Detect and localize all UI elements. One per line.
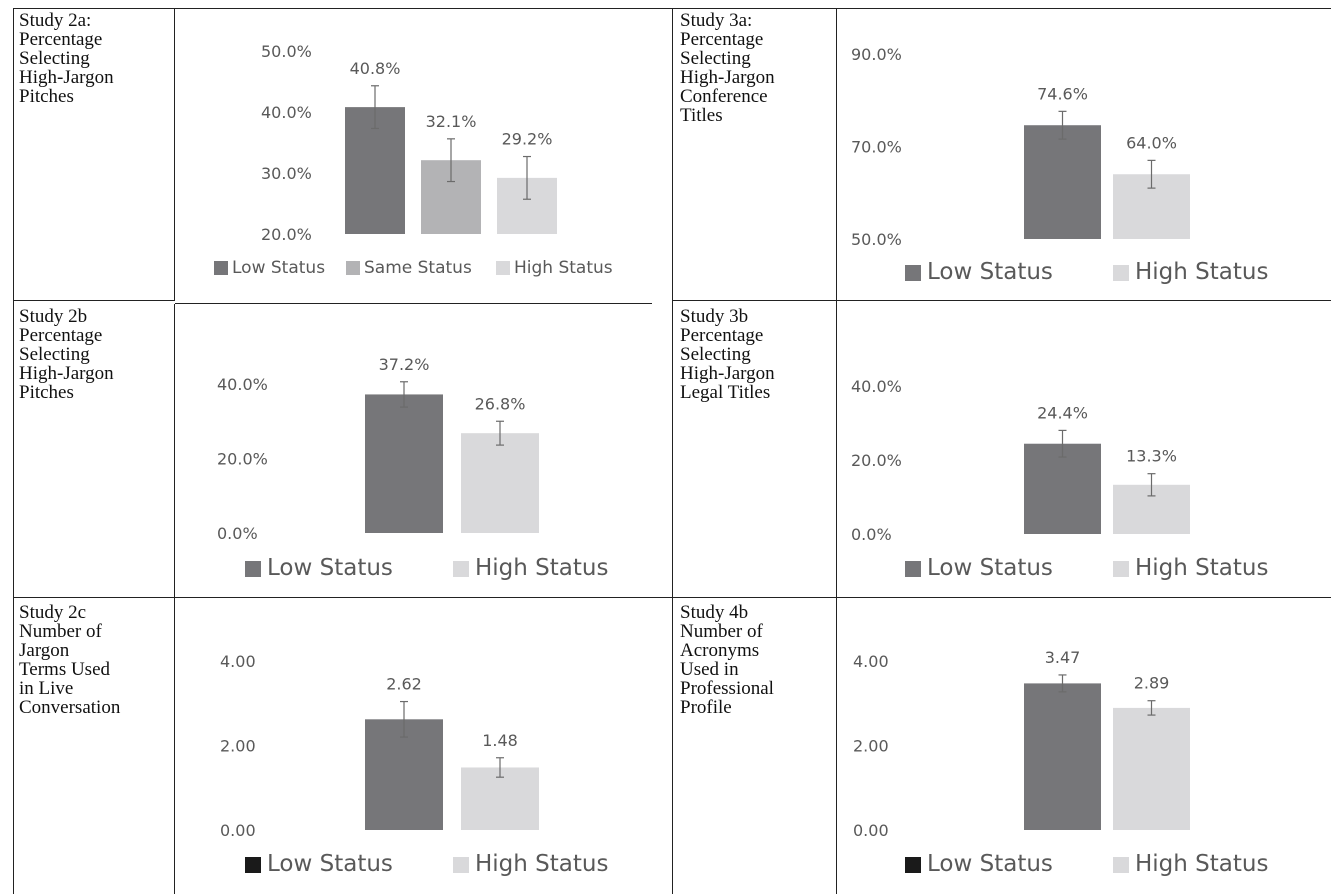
bar xyxy=(365,394,443,533)
legend-swatch xyxy=(245,561,261,577)
study-4b-label: Study 4b Number of Acronyms Used in Prof… xyxy=(680,602,774,718)
legend-swatch xyxy=(905,265,921,281)
legend-swatch xyxy=(453,561,469,577)
data-label: 1.48 xyxy=(482,731,518,750)
y-tick-label: 20.0% xyxy=(261,225,312,244)
legend-swatch xyxy=(453,857,469,873)
legend-label: Low Status xyxy=(927,259,1053,285)
column-divider xyxy=(174,8,175,300)
y-tick-label: 0.0% xyxy=(217,524,258,543)
legend-swatch xyxy=(1113,857,1129,873)
y-tick-label: 4.00 xyxy=(220,652,256,671)
bar xyxy=(1024,443,1101,534)
data-label: 3.47 xyxy=(1045,648,1081,667)
y-tick-label: 0.0% xyxy=(851,525,892,544)
y-tick-label: 50.0% xyxy=(261,42,312,61)
bar xyxy=(1024,683,1101,830)
legend-label: Low Status xyxy=(927,851,1053,877)
column-divider xyxy=(672,8,673,894)
data-label: 32.1% xyxy=(426,112,477,131)
legend-label: Low Status xyxy=(267,851,393,877)
legend-label: Low Status xyxy=(232,258,325,278)
data-label: 37.2% xyxy=(379,355,430,374)
y-tick-label: 4.00 xyxy=(853,652,889,671)
data-label: 2.62 xyxy=(386,675,422,694)
legend-swatch xyxy=(1113,265,1129,281)
chart-study-3a: 50.0% 70.0% 90.0% 74.6% 64.0% Low Status High … xyxy=(851,45,1268,285)
y-tick-label: 90.0% xyxy=(851,45,902,64)
data-label: 40.8% xyxy=(350,59,401,78)
legend-swatch xyxy=(245,857,261,873)
data-label: 64.0% xyxy=(1126,133,1177,152)
legend-label: Low Status xyxy=(927,555,1053,581)
data-label: 26.8% xyxy=(475,394,526,413)
study-2c-label: Study 2c Number of Jargon Terms Used in … xyxy=(19,602,121,718)
row-divider xyxy=(672,300,1331,301)
data-label: 24.4% xyxy=(1037,403,1088,422)
bar xyxy=(461,433,539,533)
y-tick-label: 40.0% xyxy=(851,377,902,396)
bar xyxy=(1113,707,1190,830)
data-label: 29.2% xyxy=(502,130,553,149)
legend-swatch xyxy=(346,261,360,275)
table-border-left xyxy=(13,8,14,894)
legend-label: Low Status xyxy=(267,555,393,581)
legend-swatch xyxy=(905,561,921,577)
y-tick-label: 40.0% xyxy=(261,103,312,122)
chart-study-3b: 0.0% 20.0% 40.0% 24.4% 13.3% Low Status High S… xyxy=(851,377,1268,581)
legend-label: High Status xyxy=(475,851,608,877)
bar xyxy=(461,767,539,830)
data-label: 74.6% xyxy=(1037,84,1088,103)
y-tick-label: 20.0% xyxy=(217,450,268,469)
y-tick-label: 20.0% xyxy=(851,451,902,470)
study-2b-label: Study 2b Percentage Selecting High-Jargo… xyxy=(19,306,114,403)
y-tick-label: 2.00 xyxy=(853,737,889,756)
legend-label: High Status xyxy=(514,258,613,278)
study-3b-label: Study 3b Percentage Selecting High-Jargo… xyxy=(680,306,775,403)
row-divider xyxy=(175,303,652,304)
row-divider xyxy=(13,300,175,301)
legend-swatch xyxy=(1113,561,1129,577)
column-divider xyxy=(836,8,837,894)
y-tick-label: 50.0% xyxy=(851,230,902,249)
chart-study-2a: 20.0% 30.0% 40.0% 50.0% 40.8% 32.1% 29.2% Low S… xyxy=(214,42,613,278)
legend-label: High Status xyxy=(1135,851,1268,877)
y-tick-label: 0.00 xyxy=(853,821,889,840)
y-tick-label: 30.0% xyxy=(261,164,312,183)
bar xyxy=(1024,125,1101,239)
chart-study-4b: 0.00 2.00 4.00 3.47 2.89 Low Status High Statu… xyxy=(853,648,1268,877)
legend-swatch xyxy=(214,261,228,275)
legend-label: High Status xyxy=(1135,555,1268,581)
legend-label: High Status xyxy=(475,555,608,581)
study-3a-label: Study 3a: Percentage Selecting High-Jarg… xyxy=(680,10,775,126)
chart-study-2c: 0.00 2.00 4.00 2.62 1.48 Low Status High Statu… xyxy=(220,652,608,877)
data-label: 13.3% xyxy=(1126,447,1177,466)
row-divider xyxy=(13,597,1331,598)
data-label: 2.89 xyxy=(1134,674,1170,693)
study-2a-label: Study 2a: Percentage Selecting High-Jarg… xyxy=(19,10,114,107)
y-tick-label: 0.00 xyxy=(220,821,256,840)
legend-label: Same Status xyxy=(364,258,472,278)
column-divider xyxy=(174,304,175,894)
y-tick-label: 40.0% xyxy=(217,375,268,394)
y-tick-label: 2.00 xyxy=(220,737,256,756)
bar xyxy=(365,719,443,830)
legend-swatch xyxy=(496,261,510,275)
y-tick-label: 70.0% xyxy=(851,138,902,157)
legend-label: High Status xyxy=(1135,259,1268,285)
chart-study-2b: 0.0% 20.0% 40.0% 37.2% 26.8% Low Status High S… xyxy=(217,355,608,581)
legend-swatch xyxy=(905,857,921,873)
